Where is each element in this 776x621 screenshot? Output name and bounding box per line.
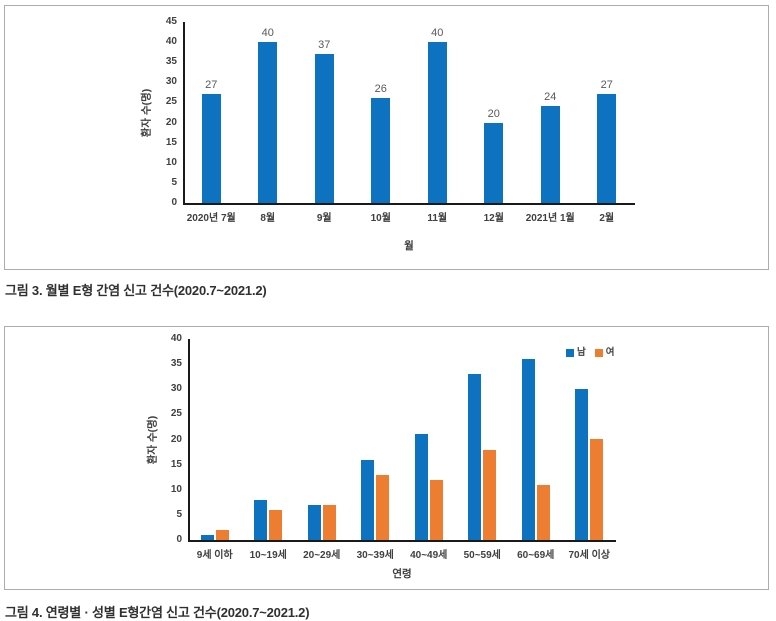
bar [201,94,221,203]
x-tick-label: 10월 [370,213,391,224]
bar [215,530,229,540]
y-tick-label: 20 [165,116,177,128]
bar-value-label: 40 [261,27,274,39]
x-axis-title: 월 [404,240,414,252]
bar [258,42,278,203]
bar [314,54,334,203]
x-tick-label: 50~59세 [463,550,501,561]
y-tick-label: 35 [170,358,182,370]
bar-value-label: 20 [487,108,500,120]
bar [371,98,391,203]
y-axis-line [183,22,185,203]
bar [307,505,321,540]
figure4-caption: 그림 4. 연령별 · 성별 E형간염 신고 건수(2020.7~2021.2) [5,605,310,620]
y-axis-line [188,339,190,540]
bar-value-label: 37 [318,39,331,51]
y-axis-title: 환자 수(명) [140,88,153,137]
y-tick-label: 25 [165,96,177,108]
bar [427,42,447,203]
y-tick-label: 5 [171,176,177,188]
y-tick-label: 40 [165,36,177,48]
x-tick-label: 9세 이하 [196,550,233,561]
y-tick-label: 10 [170,483,182,495]
legend-item-여: 여 [594,347,615,358]
x-axis-title: 연령 [392,568,412,580]
x-axis-line [183,203,635,205]
bar [200,535,214,540]
y-tick-label: 20 [170,433,182,445]
bar [414,434,428,540]
x-tick-label: 11월 [427,213,448,224]
bar-value-label: 27 [205,79,218,91]
x-tick-label: 9월 [316,213,332,224]
x-tick-label: 2월 [599,213,615,224]
bar [484,123,504,203]
figure3-panel: 0 5 10 15 20 25 30 35 40 45 2020년 7월 27 8월 40 9월 37 10월 2… [4,5,769,270]
bar-value-label: 26 [374,83,387,95]
bar [322,505,336,540]
legend-swatch-남 [566,349,574,357]
bar [597,94,617,203]
bar [590,439,604,540]
legend-label: 남 [577,347,586,358]
bar [536,485,550,540]
x-tick-label: 8월 [260,213,276,224]
y-tick-label: 10 [165,156,177,168]
y-tick-label: 45 [165,16,177,27]
y-tick-label: 0 [176,534,182,545]
bar-value-label: 24 [544,91,557,103]
x-tick-label: 12월 [483,213,504,224]
bar [468,374,482,540]
y-tick-label: 0 [171,197,177,208]
y-tick-label: 5 [176,508,182,520]
legend-item-남: 남 [566,348,586,358]
x-tick-label: 2020년 7월 [186,213,236,224]
y-tick-label: 40 [170,333,182,344]
y-axis-title: 환자 수(명) [146,415,159,464]
bar-value-label: 40 [431,27,444,39]
bar-value-label: 27 [600,79,613,91]
legend-label: 여 [605,347,615,358]
figure4-panel: 0 5 10 15 20 25 30 35 40 9세 이하 10~19세 20~29세 30~39세 4… [4,326,769,590]
bar [575,389,589,540]
x-tick-label: 70세 이상 [568,550,610,561]
x-tick-label: 60~69세 [517,550,555,561]
y-tick-label: 30 [170,383,182,395]
bar [483,450,497,540]
y-tick-label: 30 [165,76,177,88]
x-tick-label: 40~49세 [410,550,448,561]
x-tick-label: 2021년 1월 [525,213,575,224]
bar [269,510,283,540]
bar [254,500,268,540]
y-tick-label: 35 [165,56,177,68]
bar [540,106,560,203]
monthly-bar-chart: 0 5 10 15 20 25 30 35 40 45 2020년 7월 27 8월 40 9월 37 10월 2… [5,6,768,269]
x-tick-label: 10~19세 [249,550,287,561]
x-tick-label: 30~39세 [356,550,394,561]
x-tick-label: 20~29세 [303,550,341,561]
x-axis-line [188,540,616,542]
y-tick-label: 15 [170,458,182,470]
bar [361,460,375,540]
bar [376,475,390,540]
bar [429,480,443,540]
y-tick-label: 25 [170,408,182,420]
bar [521,359,535,540]
legend-swatch-여 [594,349,603,357]
figure3-caption: 그림 3. 월별 E형 간염 신고 건수(2020.7~2021.2) [5,283,267,298]
y-tick-label: 15 [165,136,177,148]
age-sex-bar-chart: 0 5 10 15 20 25 30 35 40 9세 이하 10~19세 20~29세 30~39세 4… [5,327,768,589]
